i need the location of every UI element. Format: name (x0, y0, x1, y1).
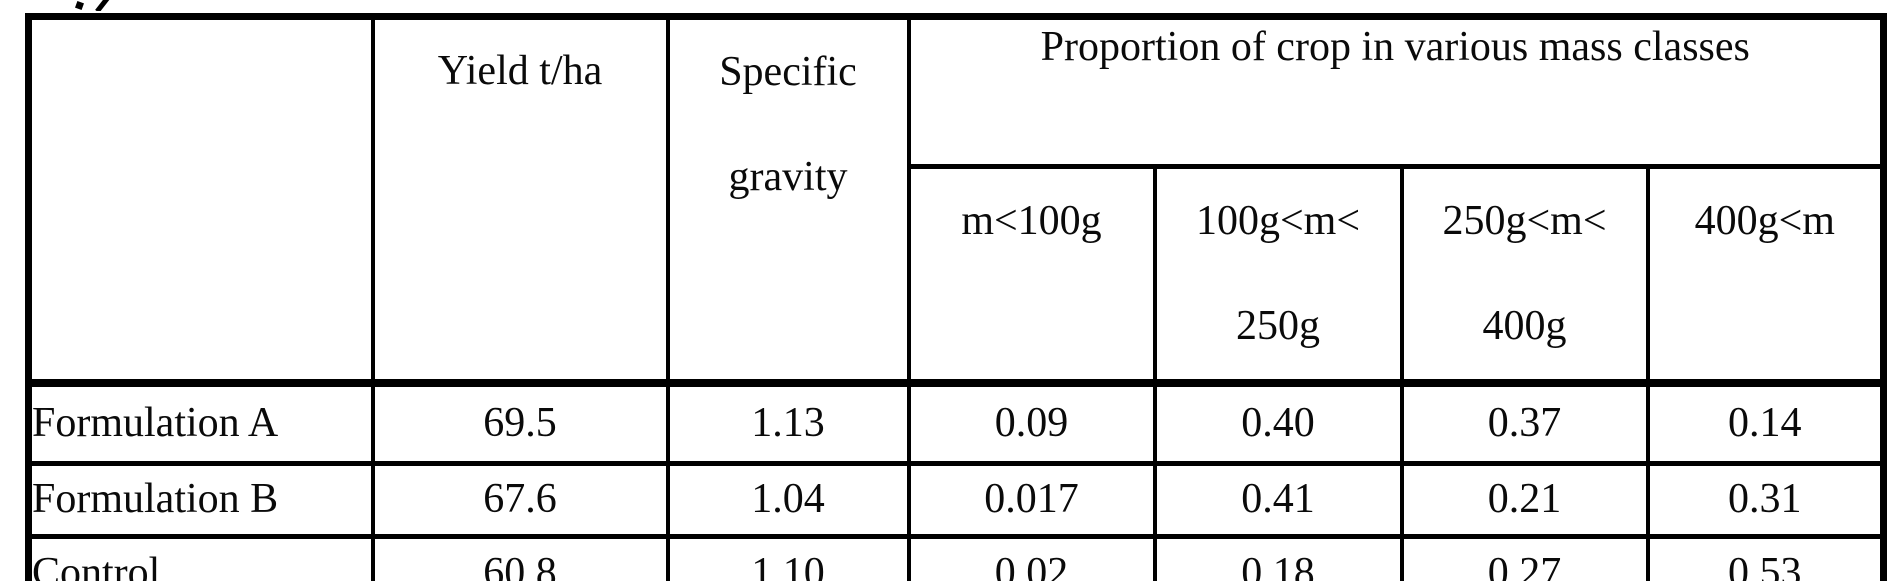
caption-fragment-mark (95, 0, 114, 11)
clipped-caption-fragment (68, 0, 138, 11)
yield-value: 60.8 (370, 533, 670, 581)
col-header-yield: Yield t/ha (370, 14, 670, 386)
col-header-proportion-group: Proportion of crop in various mass class… (906, 14, 1886, 169)
caption-fragment-mark (75, 1, 84, 10)
crop-results-table: Yield t/ha Specific gravity Proportion o… (25, 13, 1888, 581)
col-header-mass-class-over-400g: 400g<m (1645, 164, 1886, 386)
table-row-formulation-b: Formulation B 67.6 1.04 0.017 0.41 0.21 … (26, 460, 1886, 539)
col-header-mass-class-under-100g: m<100g (906, 164, 1157, 386)
header-row-top: Yield t/ha Specific gravity Proportion o… (26, 14, 1886, 386)
specific-gravity-value: 1.04 (665, 460, 911, 539)
proportion-value: 0.40 (1152, 379, 1404, 466)
corner-empty-cell (26, 14, 375, 386)
proportion-value: 0.21 (1399, 460, 1650, 539)
header-row-mass-classes: m<100g 100g<m< 250g 250g<m< 400g 400g<m (29, 164, 1886, 386)
yield-value: 67.6 (370, 460, 670, 539)
row-label: Formulation A (26, 379, 375, 466)
proportion-value: 0.31 (1645, 460, 1886, 539)
col-header-mass-class-250-400g: 250g<m< 400g (1399, 164, 1650, 386)
yield-value: 69.5 (370, 379, 670, 466)
proportion-value: 0.017 (906, 460, 1157, 539)
col-header-mass-class-100-250g: 100g<m< 250g (1152, 164, 1404, 386)
row-label: Control (26, 533, 375, 581)
table-row-formulation-a: Formulation A 69.5 1.13 0.09 0.40 0.37 0… (26, 379, 1886, 466)
proportion-value: 0.02 (906, 533, 1157, 581)
specific-gravity-value: 1.10 (665, 533, 911, 581)
col-header-specific-gravity: Specific gravity (665, 14, 911, 386)
proportion-value: 0.27 (1399, 533, 1650, 581)
proportion-value: 0.37 (1399, 379, 1650, 466)
proportion-value: 0.53 (1645, 533, 1886, 581)
proportion-value: 0.18 (1152, 533, 1404, 581)
specific-gravity-value: 1.13 (665, 379, 911, 466)
proportion-value: 0.41 (1152, 460, 1404, 539)
row-label: Formulation B (26, 460, 375, 539)
proportion-value: 0.09 (906, 379, 1157, 466)
proportion-value: 0.14 (1645, 379, 1886, 466)
table-row-control: Control 60.8 1.10 0.02 0.18 0.27 0.53 (26, 533, 1886, 581)
